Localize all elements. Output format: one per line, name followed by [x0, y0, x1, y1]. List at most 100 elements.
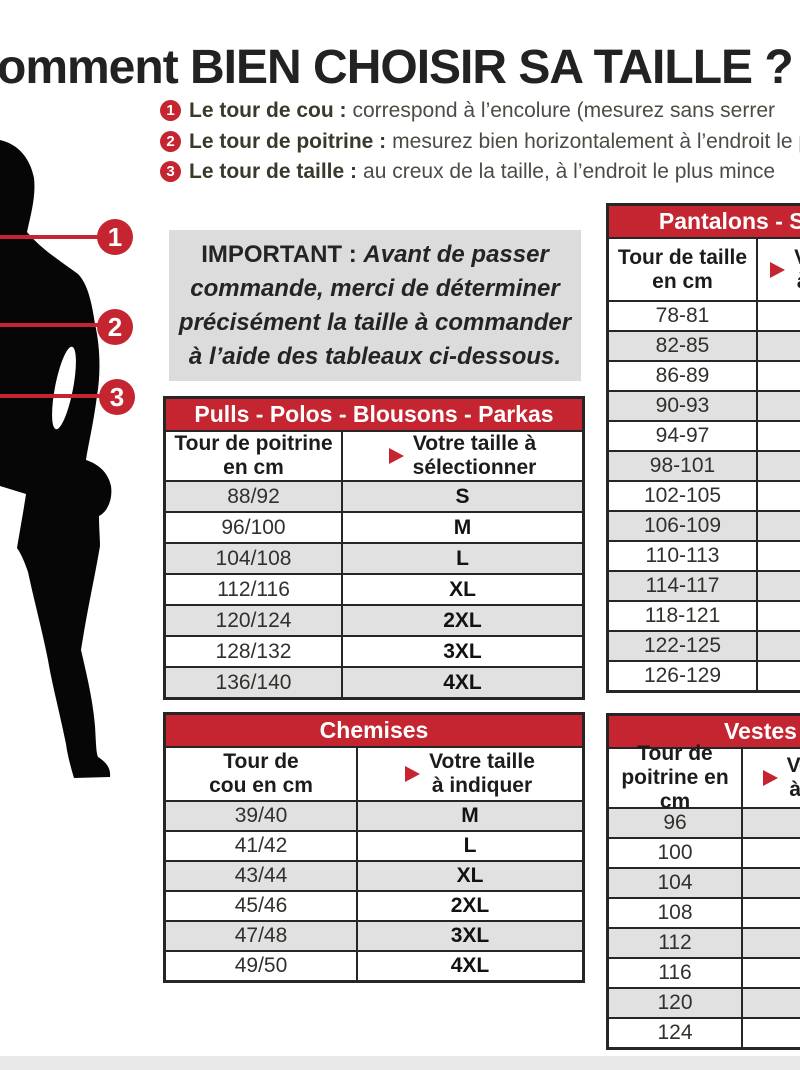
measure-cell: 128/132 [166, 637, 343, 666]
table-body: 39/40 M 41/42 L 43/44 XL 45/46 2XL [166, 800, 582, 980]
measure-cell: 96/100 [166, 513, 343, 542]
table-row: 110-113 [609, 540, 800, 570]
measure-cell: 124 [609, 1019, 743, 1047]
measure-cell: 110-113 [609, 542, 758, 570]
size-cell: 4XL [443, 670, 482, 694]
table-row: 98-101 [609, 450, 800, 480]
size-cell: 3XL [443, 639, 482, 663]
table-row: 116 [609, 957, 800, 987]
table-vestes: Vestes Tour de poitrine en cm Votre tail… [606, 713, 800, 1050]
instruction-waist: 3 Le tour de taille : au creux de la tai… [160, 160, 775, 183]
important-notice: IMPORTANT : Avant de passer commande, me… [169, 230, 581, 381]
size-cell [758, 542, 800, 570]
size-cell: 2XL [450, 894, 490, 917]
marker-3-waist: 3 [99, 379, 135, 415]
measure-line-neck [0, 235, 116, 239]
header-size-col: Votre taille à indiquer [743, 749, 800, 807]
measure-cell: 122-125 [609, 632, 758, 660]
table-row: 96 [609, 807, 800, 837]
table-row: 86-89 [609, 360, 800, 390]
measure-cell: 86-89 [609, 362, 758, 390]
table-row: 122-125 [609, 630, 800, 660]
measure-cell: 41/42 [166, 832, 358, 860]
table-row: 106-109 [609, 510, 800, 540]
important-label: IMPORTANT : [201, 240, 357, 268]
important-text: précisément la taille à commander [178, 308, 572, 336]
table-row: 47/48 3XL [166, 920, 582, 950]
measure-cell: 100 [609, 839, 743, 867]
table-row: 45/46 2XL [166, 890, 582, 920]
size-cell [758, 512, 800, 540]
measure-cell: 116 [609, 959, 743, 987]
measure-cell: 78-81 [609, 302, 758, 330]
header-measure-col: Tour de poitrine en cm [609, 742, 743, 813]
size-cell: L [456, 546, 469, 570]
bottom-band [0, 1056, 800, 1070]
table-row: 114-117 [609, 570, 800, 600]
measure-cell: 136/140 [166, 668, 343, 697]
instruction-label: Le tour de cou : [189, 98, 347, 122]
size-cell [758, 632, 800, 660]
instruction-text: au creux de la taille, à l’endroit le pl… [363, 159, 776, 183]
table-row: 120/124 2XL [166, 604, 582, 635]
header-measure-col: Tour de poitrine en cm [166, 432, 343, 480]
table-header: Tour de taille en cm Votre taille à indi… [609, 237, 800, 300]
table-row: 108 [609, 897, 800, 927]
table-row: 120 [609, 987, 800, 1017]
measure-cell: 94-97 [609, 422, 758, 450]
measure-cell: 114-117 [609, 572, 758, 600]
measure-cell: 126-129 [609, 662, 758, 690]
size-cell [758, 602, 800, 630]
marker-1-neck: 1 [97, 219, 133, 255]
table-header: Tour de cou en cm Votre taille à indique… [166, 746, 582, 800]
size-cell: M [461, 804, 479, 827]
measure-cell: 39/40 [166, 802, 358, 830]
measure-cell: 112 [609, 929, 743, 957]
table-header: Tour de poitrine en cm Votre taille à sé… [166, 430, 582, 480]
table-row: 126-129 [609, 660, 800, 690]
size-cell [758, 362, 800, 390]
bullet-2-badge: 2 [160, 131, 181, 152]
instruction-text: correspond à l’encolure (mesurez sans se… [352, 98, 776, 122]
measure-cell: 108 [609, 899, 743, 927]
size-cell [758, 482, 800, 510]
size-cell [758, 572, 800, 600]
header-measure-col: Tour de taille en cm [609, 239, 758, 300]
table-title: Pantalons - Shorts [609, 206, 800, 237]
size-cell [743, 929, 800, 957]
measure-cell: 45/46 [166, 892, 358, 920]
measure-cell: 104/108 [166, 544, 343, 573]
size-cell [743, 1019, 800, 1047]
table-pulls-polos-blousons-parkas: Pulls - Polos - Blousons - Parkas Tour d… [163, 396, 585, 700]
instruction-text: mesurez bien horizontalement à l’endroit… [392, 129, 800, 153]
important-line: IMPORTANT : Avant de passer [201, 238, 549, 272]
table-row: 94-97 [609, 420, 800, 450]
table-chemises: Chemises Tour de cou en cm Votre taille … [163, 712, 585, 983]
size-cell: 2XL [443, 608, 482, 632]
table-row: 102-105 [609, 480, 800, 510]
table-row: 118-121 [609, 600, 800, 630]
table-row: 41/42 L [166, 830, 582, 860]
page-title: omment BIEN CHOISIR SA TAILLE ? [0, 41, 794, 94]
bullet-3-badge: 3 [160, 161, 181, 182]
red-arrow-icon [770, 261, 786, 278]
measure-cell: 104 [609, 869, 743, 897]
table-row: 124 [609, 1017, 800, 1047]
measure-cell: 90-93 [609, 392, 758, 420]
instruction-label: Le tour de taille : [189, 159, 358, 183]
table-row: 112/116 XL [166, 573, 582, 604]
header-size-col: Votre taille à indiquer [758, 239, 800, 300]
measure-cell: 102-105 [609, 482, 758, 510]
table-row: 104/108 L [166, 542, 582, 573]
size-cell [743, 989, 800, 1017]
red-arrow-icon [388, 448, 404, 464]
size-cell [743, 839, 800, 867]
marker-2-chest: 2 [97, 309, 133, 345]
measure-cell: 49/50 [166, 952, 358, 980]
header-size-col: Votre taille à indiquer [358, 748, 582, 800]
table-row: 100 [609, 837, 800, 867]
table-row: 96/100 M [166, 511, 582, 542]
size-cell: XL [456, 864, 484, 887]
measure-cell: 88/92 [166, 482, 343, 511]
